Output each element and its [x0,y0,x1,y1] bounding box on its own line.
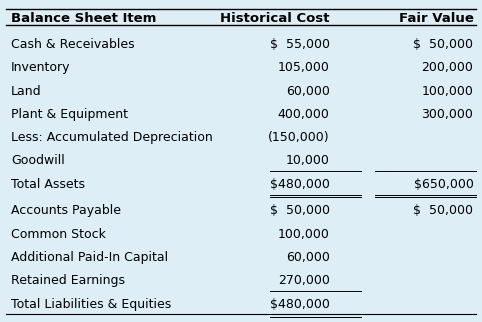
Text: $  50,000: $ 50,000 [414,38,473,51]
Text: 100,000: 100,000 [422,85,473,98]
Text: $480,000: $480,000 [270,298,330,310]
Text: $  50,000: $ 50,000 [269,204,330,217]
Text: Retained Earnings: Retained Earnings [11,274,125,287]
Text: (150,000): (150,000) [268,131,330,144]
Text: Historical Cost: Historical Cost [220,13,330,25]
Text: $  55,000: $ 55,000 [269,38,330,51]
Text: 60,000: 60,000 [286,85,330,98]
Text: Total Liabilities & Equities: Total Liabilities & Equities [11,298,171,310]
Text: $650,000: $650,000 [414,178,473,191]
Text: 270,000: 270,000 [278,274,330,287]
Text: Balance Sheet Item: Balance Sheet Item [11,13,156,25]
Text: 400,000: 400,000 [278,108,330,121]
Text: $  50,000: $ 50,000 [414,204,473,217]
Text: 60,000: 60,000 [286,251,330,264]
Text: Land: Land [11,85,41,98]
Text: Plant & Equipment: Plant & Equipment [11,108,128,121]
Text: $480,000: $480,000 [270,178,330,191]
Text: Additional Paid-In Capital: Additional Paid-In Capital [11,251,168,264]
Text: 105,000: 105,000 [278,61,330,74]
Text: 300,000: 300,000 [422,108,473,121]
Text: Fair Value: Fair Value [399,13,473,25]
Text: Accounts Payable: Accounts Payable [11,204,121,217]
Text: Inventory: Inventory [11,61,70,74]
Text: 200,000: 200,000 [422,61,473,74]
Text: Cash & Receivables: Cash & Receivables [11,38,134,51]
Text: 10,000: 10,000 [286,155,330,167]
Text: Common Stock: Common Stock [11,228,106,241]
Text: Goodwill: Goodwill [11,155,65,167]
Text: Total Assets: Total Assets [11,178,85,191]
Text: Less: Accumulated Depreciation: Less: Accumulated Depreciation [11,131,213,144]
Text: 100,000: 100,000 [278,228,330,241]
